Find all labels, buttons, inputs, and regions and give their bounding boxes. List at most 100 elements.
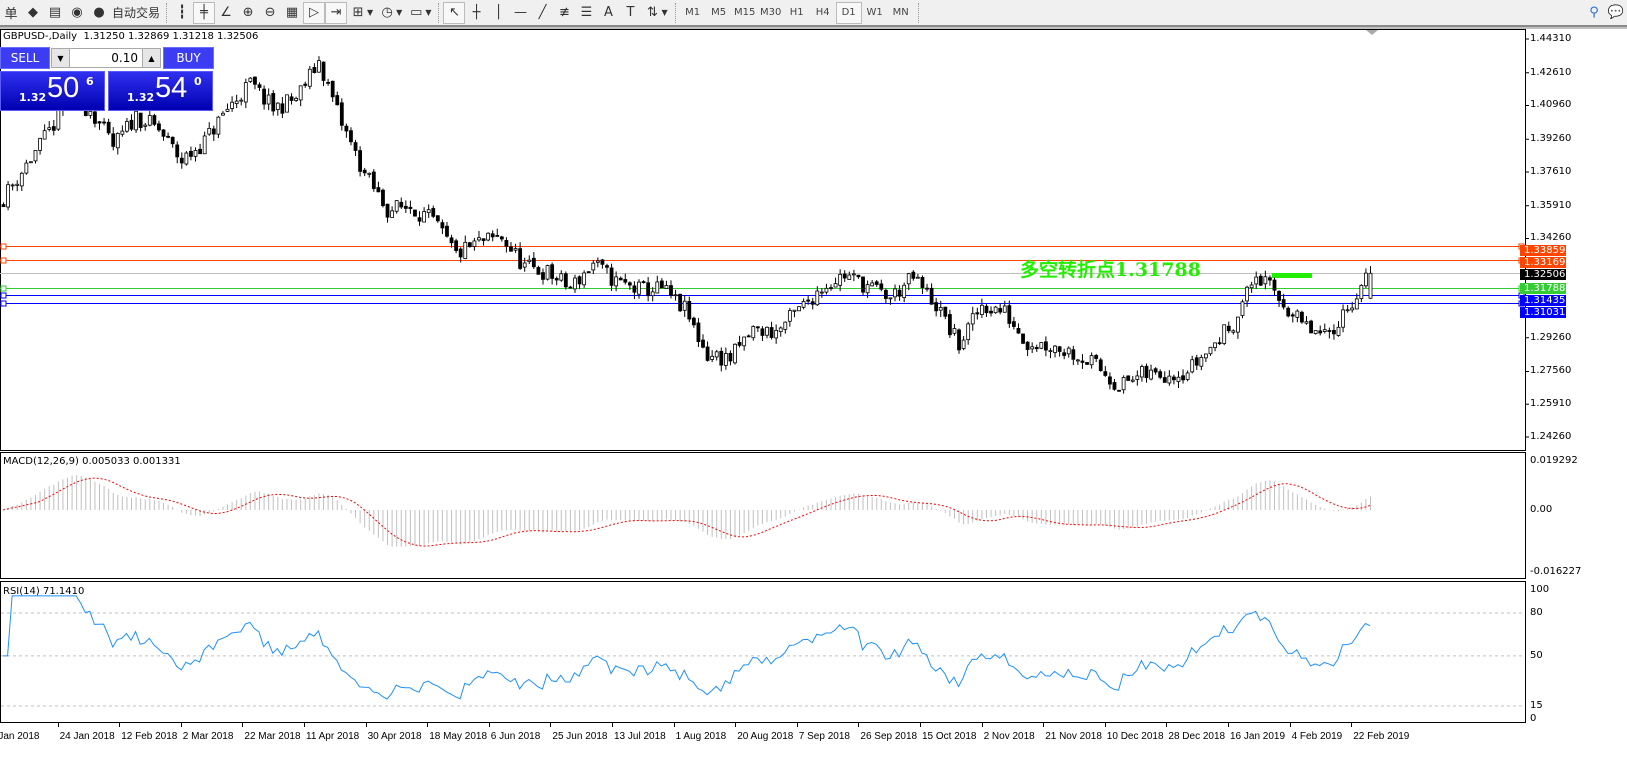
rsi-axis-label: 0 <box>1530 713 1537 724</box>
timeframe-h4[interactable]: H4 <box>815 7 830 18</box>
candle-bull <box>1345 309 1350 312</box>
candle-bear <box>1103 371 1108 376</box>
zoom-out-icon[interactable]: ⊖ <box>264 5 276 20</box>
candle-bear <box>198 148 202 155</box>
vertical-line-icon[interactable]: │ <box>494 5 503 20</box>
auto-trading-button[interactable]: 自动交易 <box>112 6 161 20</box>
equidistant-channel-icon[interactable]: ≢ <box>559 5 570 20</box>
candlestick-icon[interactable]: ╪ <box>193 1 216 24</box>
candle-bear <box>51 126 56 131</box>
candle-bull <box>1185 372 1190 380</box>
candle-bear <box>1071 349 1076 360</box>
candle-bear <box>353 142 358 151</box>
chat-icon[interactable]: 💬 <box>1607 5 1625 20</box>
candle-bear <box>454 240 459 251</box>
bar-chart-icon[interactable]: ┇ <box>178 5 186 20</box>
candle-bear <box>1126 375 1131 381</box>
timeframe-m1[interactable]: M1 <box>685 7 701 18</box>
tile-windows-icon[interactable]: ▦ <box>285 5 299 20</box>
periods-clock-icon[interactable]: ◷ <box>381 5 393 20</box>
search-icon[interactable]: ⚲ <box>1589 5 1599 20</box>
text-icon[interactable]: A <box>604 5 613 20</box>
timeframe-w1[interactable]: W1 <box>866 7 883 18</box>
candle-bull <box>1167 375 1172 384</box>
candle-bull <box>134 110 138 131</box>
candle-bear <box>371 171 376 189</box>
dropdown-arrow-icon[interactable]: ▼ <box>425 8 432 17</box>
candle-bull <box>582 272 587 286</box>
candle-bear <box>1281 299 1286 308</box>
templates-icon[interactable]: ▭ <box>410 5 423 20</box>
time-axis-tick <box>1289 722 1291 727</box>
candle-bear <box>335 95 340 106</box>
lot-size-value[interactable]: 0.10 <box>111 51 138 65</box>
auto-trading-icon[interactable]: ● <box>93 5 105 20</box>
time-axis-label: 6 Jun 2018 <box>490 731 541 742</box>
lot-increase-icon[interactable]: ▲ <box>142 49 160 67</box>
time-axis-tick <box>57 722 59 727</box>
candle-bear <box>737 342 742 346</box>
candle-bear <box>605 265 609 268</box>
candle-bear <box>659 280 664 289</box>
menu-glyph-icon[interactable]: 单 <box>4 7 18 22</box>
lot-size-field[interactable]: ▼ 0.10 ▲ <box>51 48 161 68</box>
candle-bull <box>1254 276 1259 285</box>
market-watch-icon[interactable]: ▤ <box>48 5 62 20</box>
candle-bear <box>303 83 308 86</box>
candle-bear <box>1300 311 1304 323</box>
cursor-icon[interactable]: ↖ <box>443 1 466 24</box>
arrows-icon[interactable]: ⇅ <box>647 5 658 20</box>
zoom-in-icon[interactable]: ⊕ <box>242 5 254 20</box>
timeframe-m5[interactable]: M5 <box>711 7 727 18</box>
timeframe-d1[interactable]: D1 <box>835 1 862 24</box>
gold-bar-icon[interactable]: ◆ <box>28 5 38 20</box>
dropdown-arrow-icon[interactable]: ▼ <box>661 8 668 17</box>
candle-bull <box>797 306 801 312</box>
sell-price-box[interactable]: 1.32 50 6 <box>0 71 105 111</box>
candle-bull <box>573 277 577 290</box>
candle-bull <box>888 297 893 300</box>
candle-bear <box>856 274 861 278</box>
price-axis-label: 1.25910 <box>1530 398 1572 409</box>
candle-bull <box>915 276 920 279</box>
timeframe-m15[interactable]: M15 <box>733 7 756 18</box>
chart-shift-icon[interactable]: ⇥ <box>325 1 348 24</box>
candle-bull <box>952 328 957 334</box>
candle-bear <box>1318 330 1323 334</box>
timeframe-mn[interactable]: MN <box>892 7 909 18</box>
candle-bull <box>394 200 399 212</box>
timeframe-m30[interactable]: M30 <box>759 7 782 18</box>
candle-bear <box>760 328 765 336</box>
toolbar-separator <box>674 2 676 23</box>
candle-bear <box>326 81 331 84</box>
new-indicator-icon[interactable]: ⊞ <box>352 5 364 20</box>
sell-button[interactable]: SELL <box>0 47 50 69</box>
time-axis-tick <box>427 722 429 727</box>
candle-bull <box>673 294 678 297</box>
time-axis-tick <box>488 722 490 727</box>
time-axis-tick <box>673 722 675 727</box>
time-axis-label: 28 Dec 2018 <box>1168 731 1226 742</box>
pivot-annotation[interactable]: 多空转折点1.31788 <box>1020 259 1201 281</box>
signal-icon[interactable]: ◉ <box>71 5 83 20</box>
candle-bull <box>477 237 481 241</box>
candle-bull <box>591 262 596 271</box>
timeframe-h1[interactable]: H1 <box>789 7 804 18</box>
candle-bear <box>609 267 614 286</box>
lot-decrease-icon[interactable]: ▼ <box>52 49 70 67</box>
fibonacci-icon[interactable]: ☰ <box>580 5 593 20</box>
trendline-icon[interactable]: ╱ <box>538 5 547 20</box>
buy-button[interactable]: BUY <box>163 47 214 69</box>
line-chart-icon[interactable]: ∠ <box>220 5 232 20</box>
buy-price-box[interactable]: 1.32 54 0 <box>108 71 213 111</box>
price-axis-label: 1.44310 <box>1530 33 1572 44</box>
dropdown-arrow-icon[interactable]: ▼ <box>396 8 403 17</box>
candle-bear <box>531 257 536 268</box>
candle-bear <box>618 277 623 281</box>
text-label-icon[interactable]: T <box>626 5 635 20</box>
horizontal-line-icon[interactable]: — <box>513 5 527 20</box>
auto-scroll-icon[interactable]: ▷ <box>303 1 326 24</box>
crosshair-icon[interactable]: ┼ <box>472 5 481 20</box>
dropdown-arrow-icon[interactable]: ▼ <box>367 8 374 17</box>
